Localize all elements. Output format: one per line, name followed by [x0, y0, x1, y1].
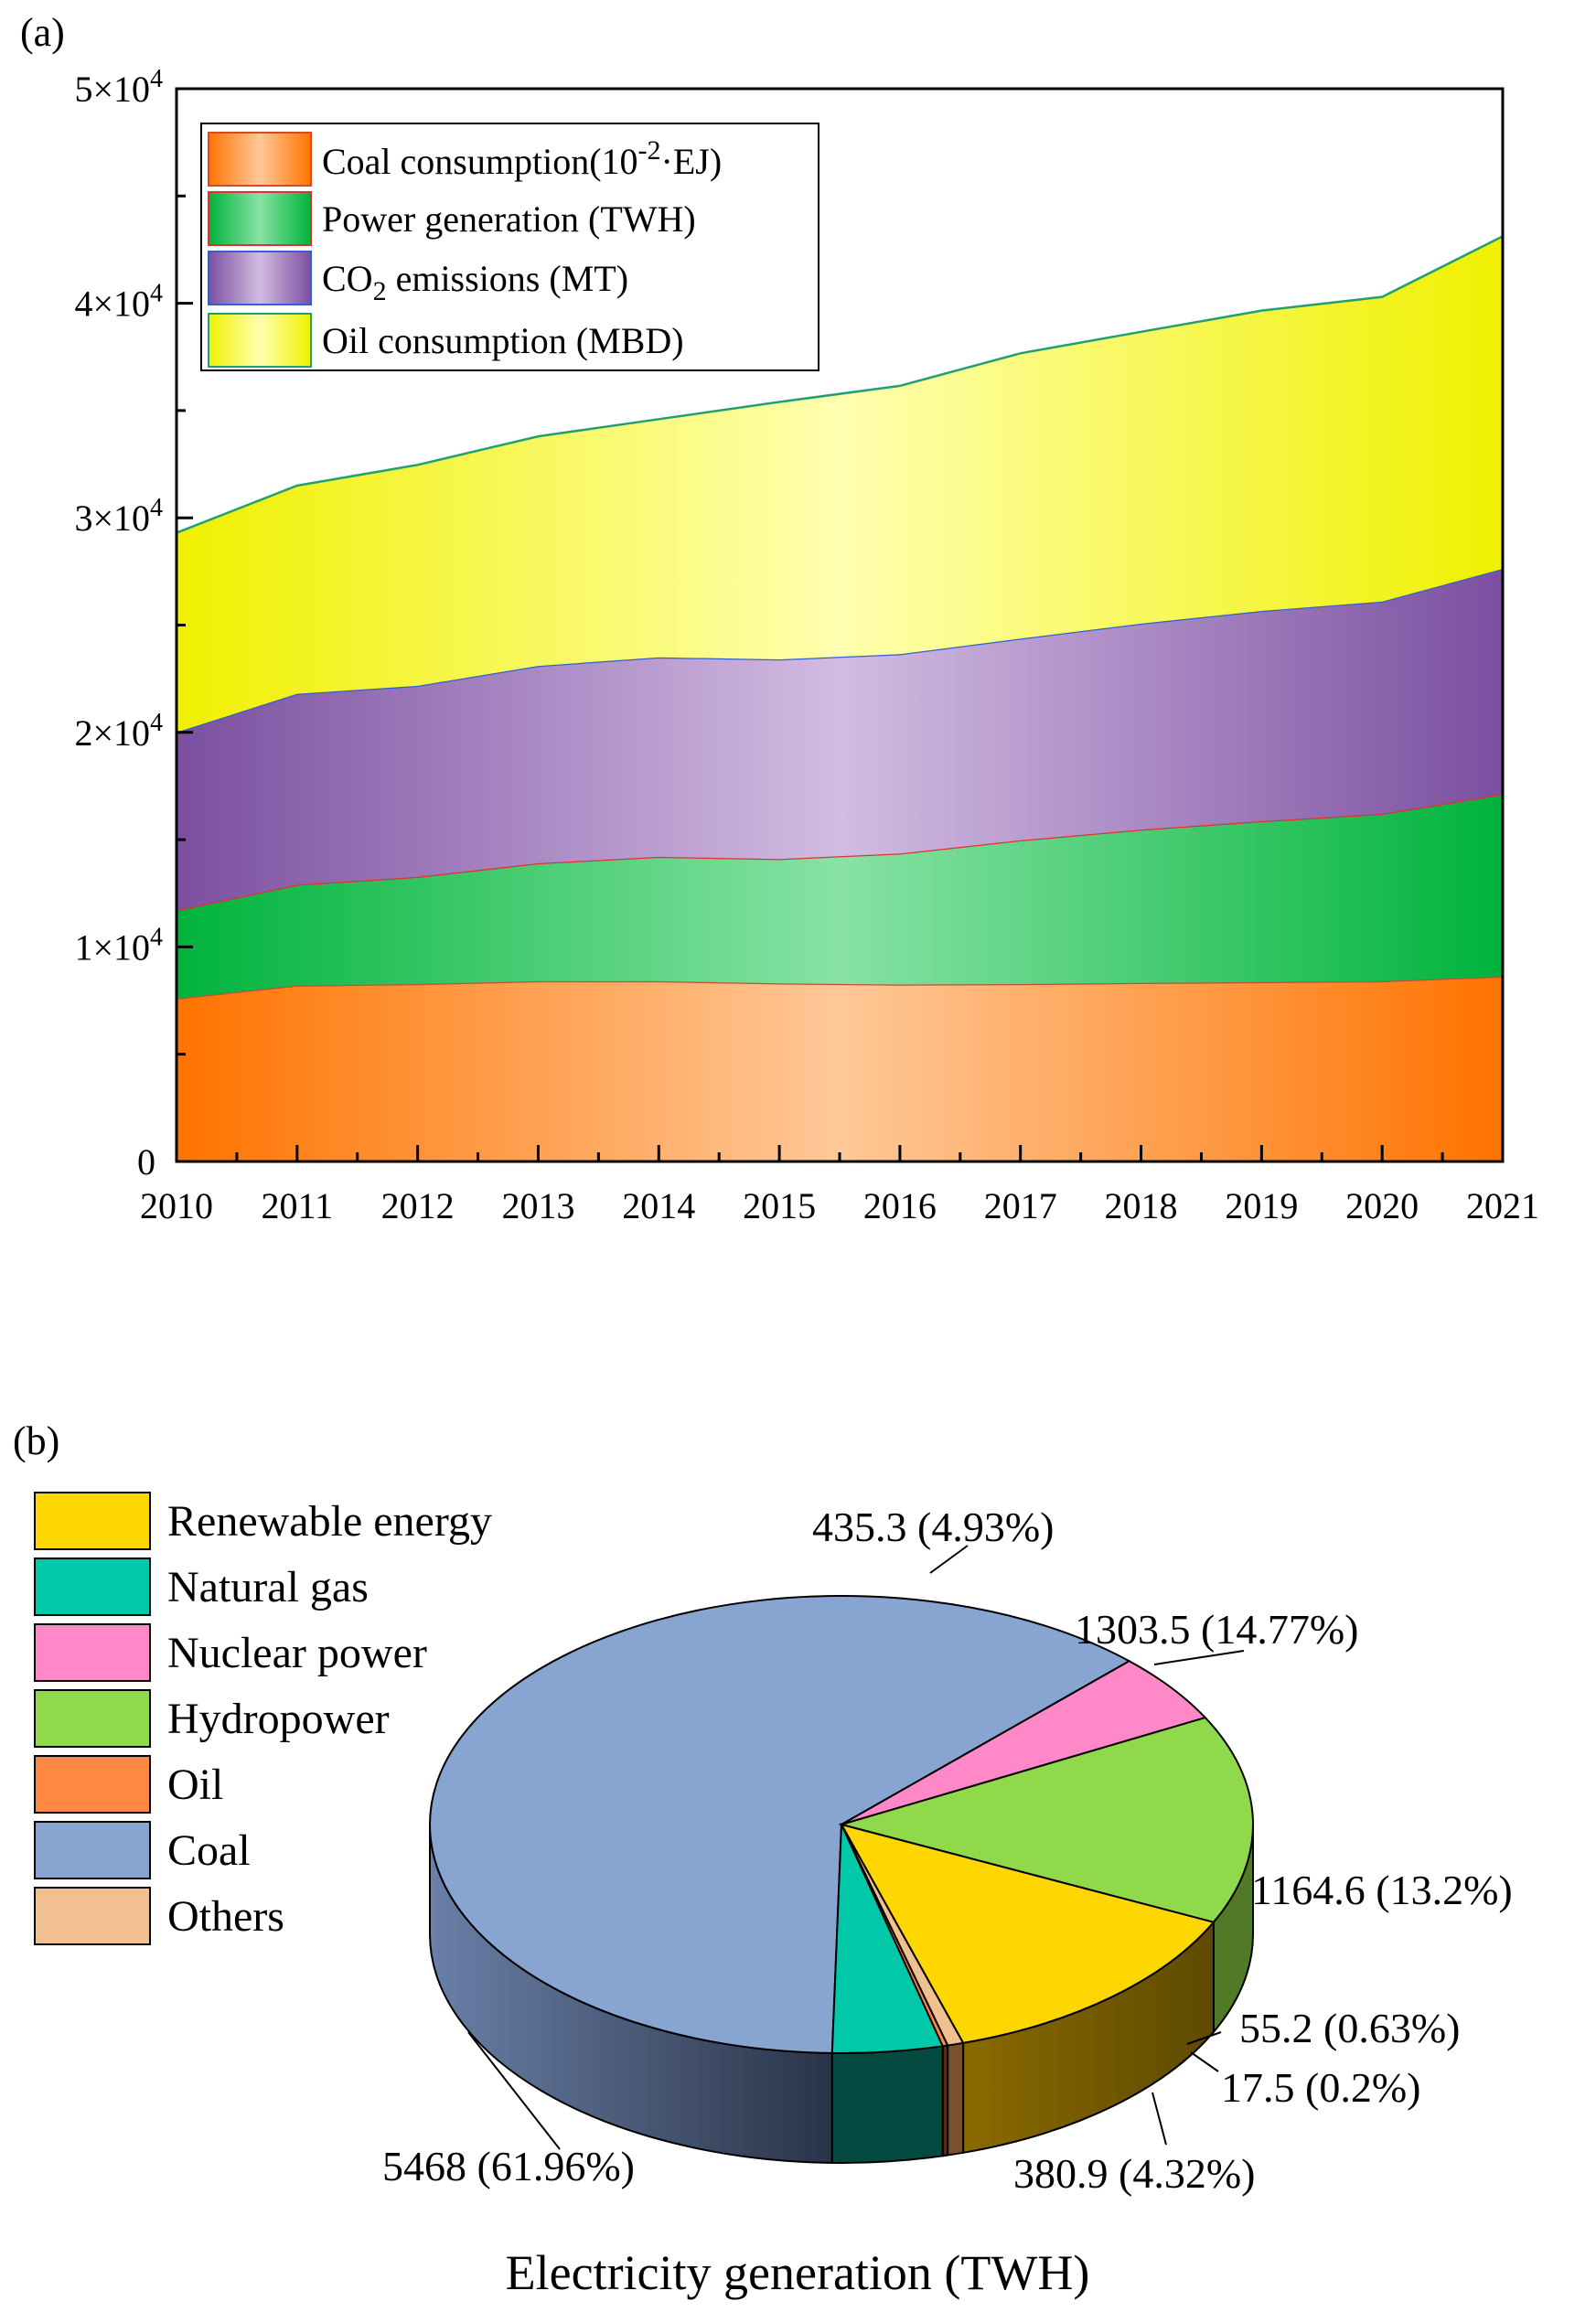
legend-swatch-power [208, 191, 312, 246]
legend-label-oil: Oil [167, 1761, 223, 1809]
legend-label-coal: Coal [167, 1826, 251, 1875]
legend-label-co2: CO2 emissions (MT) [322, 258, 628, 306]
legend-swatch-co2 [208, 251, 312, 305]
legend-swatch-natural-gas [34, 1557, 151, 1616]
area-co2 [177, 569, 1503, 911]
y-tick-label: 5×104 [74, 65, 163, 110]
legend-swatch-coal [34, 1821, 151, 1879]
x-tick-label-2019: 2019 [1225, 1185, 1298, 1226]
y-tick-label: 1×104 [74, 923, 163, 968]
label-renewable: 1164.6 (13.2%) [1251, 1867, 1513, 1913]
label-hydro: 1303.5 (14.77%) [1075, 1606, 1358, 1653]
pie-slice-hydropower [838, 1716, 1254, 1923]
legend-coal-main: Coal consumption(10 [322, 141, 638, 182]
legend-label-others: Others [167, 1892, 284, 1941]
legend-swatch-nuclear-power [34, 1623, 151, 1682]
y-tick-label: 4×104 [74, 280, 163, 325]
x-tick-label-2012: 2012 [381, 1185, 455, 1226]
legend-co2-main: CO [322, 258, 373, 299]
legend-swatch-renewable-energy [34, 1492, 151, 1550]
x-tick-label-2016: 2016 [863, 1185, 937, 1226]
x-axis: 2010 2011 2012 2013 2014 2015 2016 2017 2018 2019… [140, 1145, 1539, 1226]
leader-coal [467, 2031, 561, 2150]
panel-a-label: (a) [20, 10, 65, 55]
legend-swatch-coal [208, 132, 312, 187]
label-nuclear: 435.3 (4.93%) [812, 1504, 1054, 1550]
legend-label-coal: Coal consumption(10-2·EJ) [322, 135, 722, 182]
pie-slice-natural-gas [830, 1824, 945, 2054]
pie-side-others [947, 2041, 965, 2157]
area-coal [177, 976, 1503, 1161]
panel-b-label: (b) [13, 1418, 59, 1463]
leader-hydro [1153, 1650, 1245, 1665]
x-tick-label-2015: 2015 [743, 1185, 816, 1226]
y-axis: 0 5×104 4×104 3×104 2×104 1×104 [74, 65, 193, 1183]
area-power [177, 794, 1503, 999]
x-tick-label-2017: 2017 [984, 1185, 1057, 1226]
legend-swatch-oil [208, 313, 312, 368]
x-tick-label-2010: 2010 [140, 1185, 213, 1226]
legend-a: Coal consumption(10-2·EJ) Power generati… [200, 123, 819, 371]
y-tick-label-0: 0 [137, 1141, 155, 1183]
area-oil [177, 236, 1503, 733]
pie-labels: 435.3 (4.93%) 1303.5 (14.77%) 1164.6 (13… [382, 1504, 1513, 2197]
area-layers [176, 235, 1504, 1161]
legend-co2-sub: 2 [373, 276, 387, 306]
legend-coal-exp: -2 [638, 135, 661, 166]
x-tick-label-2021: 2021 [1466, 1185, 1539, 1226]
x-tick-label-2020: 2020 [1345, 1185, 1419, 1226]
pie-slice-renewable-energy [839, 1823, 1216, 2044]
label-others: 55.2 (0.63%) [1239, 2005, 1460, 2051]
legend-co2-tail: emissions (MT) [387, 258, 628, 299]
label-oil: 17.5 (0.2%) [1221, 2064, 1420, 2111]
pie-side-natural-gas [830, 2045, 944, 2164]
legend-label-oil: Oil consumption (MBD) [322, 320, 684, 361]
legend-swatch-others [34, 1887, 151, 1945]
leader-gas [1151, 2092, 1167, 2146]
legend-label-nuclear-power: Nuclear power [167, 1629, 427, 1677]
leader-nuclear [929, 1545, 969, 1574]
y-tick-label: 3×104 [74, 494, 163, 539]
label-coal: 5468 (61.96%) [382, 2143, 635, 2189]
legend-label-power: Power generation (TWH) [322, 198, 696, 240]
line-oil [176, 235, 1504, 534]
pie-chart-3d [429, 1595, 1254, 2164]
legend-swatch-oil [34, 1755, 151, 1814]
legend-label-natural-gas: Natural gas [167, 1563, 369, 1611]
legend-label-renewable-energy: Renewable energy [167, 1497, 492, 1546]
pie-slice-coal [429, 1595, 1131, 2054]
pie-title: Electricity generation (TWH) [506, 2245, 1090, 2300]
pie-top-faces [429, 1595, 1254, 2054]
y-tick-label: 2×104 [74, 709, 163, 754]
x-tick-label-2018: 2018 [1105, 1185, 1178, 1226]
label-gas: 380.9 (4.32%) [1013, 2150, 1255, 2197]
legend-coal-tail: ·EJ) [661, 141, 723, 182]
x-tick-label-2011: 2011 [262, 1185, 334, 1226]
x-tick-label-2013: 2013 [501, 1185, 574, 1226]
legend-b: Renewable energy Natural gas Nuclear power… [34, 1492, 492, 1945]
x-tick-label-2014: 2014 [622, 1185, 695, 1226]
leader-oil [1190, 2051, 1219, 2072]
leader-others [1186, 2031, 1222, 2045]
legend-swatch-hydropower [34, 1689, 151, 1748]
legend-label-hydropower: Hydropower [167, 1695, 390, 1743]
